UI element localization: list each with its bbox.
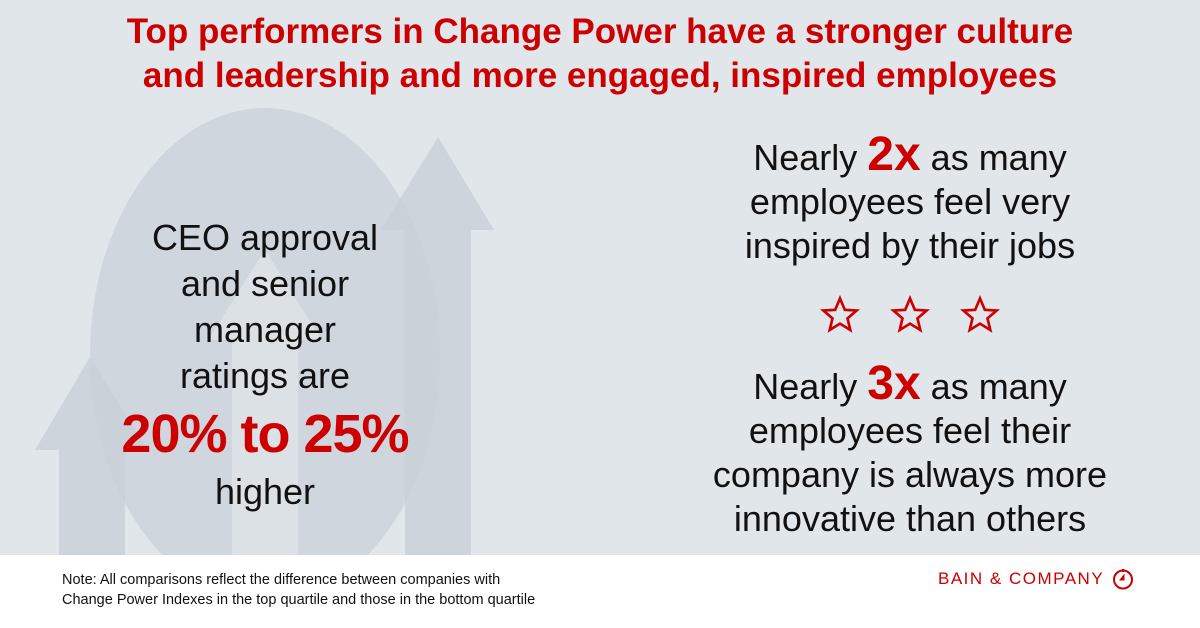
- headline-line-1: Top performers in Change Power have a st…: [126, 12, 1074, 51]
- arrow-up-right-icon: [381, 137, 494, 555]
- inspired-stat: Nearly 2x as many employees feel very in…: [660, 131, 1160, 268]
- stars-divider: [820, 295, 1000, 335]
- stat-text: as many: [920, 137, 1067, 178]
- stat-text: employees feel very: [749, 181, 1071, 222]
- stat-text: ratings are: [179, 355, 351, 396]
- arrow-up-middle-icon: [208, 250, 322, 555]
- bain-compass-icon: [1113, 569, 1134, 590]
- stat-value: 2x: [867, 128, 921, 181]
- star-outline-icon: [890, 295, 930, 333]
- background-arrows-graphic: [35, 108, 494, 555]
- ceo-rating-stat: CEO approval and senior manager ratings …: [120, 215, 410, 515]
- star-outline-icon: [960, 295, 1000, 333]
- stat-value: 3x: [867, 357, 921, 410]
- headline-line-2: and leadership and more engaged, inspire…: [142, 56, 1058, 95]
- footnote: Note: All comparisons reflect the differ…: [62, 570, 535, 610]
- stat-text: innovative than others: [733, 498, 1087, 539]
- stat-text: higher: [214, 471, 316, 512]
- stat-highlight: 20% to 25%: [121, 404, 409, 464]
- arrow-up-left-icon: [35, 357, 148, 555]
- stat-text: inspired by their jobs: [744, 225, 1076, 266]
- stat-text: company is always more: [712, 454, 1108, 495]
- stat-text: CEO approval: [151, 217, 379, 258]
- infographic-panel: Top performers in Change Power have a st…: [0, 0, 1200, 555]
- bain-logo: BAIN & COMPANY: [938, 568, 1134, 590]
- footnote-line: Note: All comparisons reflect the differ…: [62, 572, 501, 588]
- innovation-stat: Nearly 3x as many employees feel their c…: [660, 360, 1160, 541]
- logo-text: BAIN & COMPANY: [938, 569, 1105, 588]
- headline: Top performers in Change Power have a st…: [0, 10, 1200, 98]
- star-outline-icon: [820, 295, 860, 333]
- footnote-line: Change Power Indexes in the top quartile…: [62, 592, 536, 608]
- stat-text: employees feel their: [748, 410, 1072, 451]
- stat-text: Nearly: [753, 137, 868, 178]
- stat-text: and senior manager: [180, 263, 350, 350]
- stat-text: as many: [920, 366, 1067, 407]
- stat-text: Nearly: [753, 366, 868, 407]
